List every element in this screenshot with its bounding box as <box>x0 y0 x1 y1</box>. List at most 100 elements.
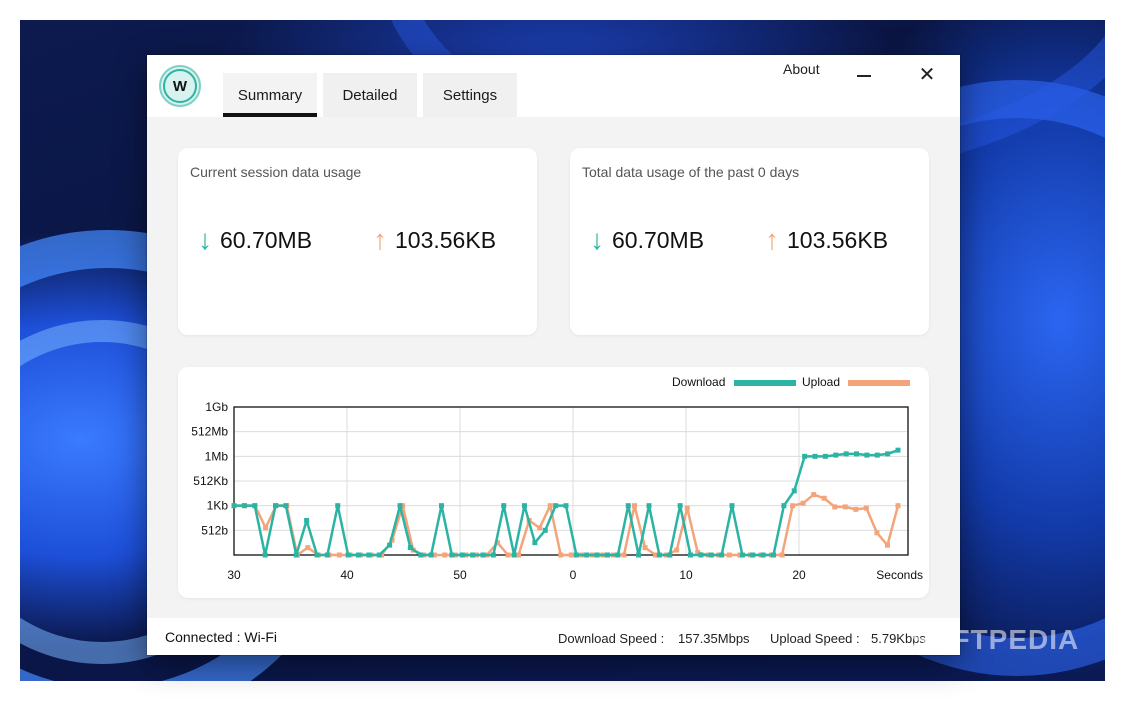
tab-settings[interactable]: Settings <box>423 73 517 117</box>
series-line-upload <box>234 493 900 557</box>
data-point-download <box>615 552 621 558</box>
data-point-download <box>698 552 704 558</box>
download-value: 60.70MB <box>220 226 313 253</box>
data-point-download <box>449 552 455 558</box>
data-point-download <box>418 552 424 558</box>
x-tick-label: 10 <box>679 568 693 582</box>
data-point-download <box>625 503 631 509</box>
data-point-download <box>791 488 797 494</box>
download-speed-value: 157.35Mbps <box>678 631 750 646</box>
data-point-upload <box>558 552 564 558</box>
connection-status: Connected : Wi-Fi <box>165 629 278 645</box>
data-point-download <box>283 503 289 509</box>
data-point-upload <box>632 503 638 509</box>
data-point-download <box>708 552 714 558</box>
data-point-download <box>781 503 787 509</box>
data-point-download <box>407 545 413 551</box>
data-point-upload <box>832 504 838 510</box>
x-tick-label: 50 <box>453 568 467 582</box>
data-point-download <box>293 552 299 558</box>
data-point-upload <box>884 542 890 548</box>
data-point-upload <box>263 525 269 531</box>
data-point-download <box>729 503 735 509</box>
data-point-upload <box>336 552 342 558</box>
data-point-upload <box>653 552 659 558</box>
data-point-download <box>667 552 673 558</box>
data-point-download <box>677 503 683 509</box>
upload-value: 103.56KB <box>395 226 497 253</box>
download-total: ↓ 60.70MB <box>590 226 704 254</box>
data-point-download <box>688 552 693 558</box>
legend-upload-label: Upload <box>802 375 841 389</box>
title-bar: W Summary Detailed Settings About ✕ <box>147 55 960 117</box>
data-point-download <box>584 552 590 558</box>
data-point-upload <box>400 503 406 509</box>
upload-speed-value: 5.79Kbps <box>871 631 926 646</box>
data-point-download <box>553 503 559 509</box>
data-point-download <box>356 552 361 558</box>
total-usage-card: Total data usage of the past 0 days ↓ 60… <box>570 148 929 335</box>
data-point-download <box>594 552 600 558</box>
data-point-download <box>771 552 776 558</box>
data-point-download <box>314 552 320 558</box>
data-point-upload <box>684 505 690 511</box>
about-button[interactable]: About <box>783 61 820 77</box>
data-point-upload <box>790 503 796 509</box>
data-point-download <box>376 552 382 558</box>
data-point-upload <box>621 552 627 558</box>
tab-summary[interactable]: Summary <box>223 73 317 117</box>
data-point-download <box>874 452 880 458</box>
data-point-upload <box>895 503 901 509</box>
data-point-upload <box>811 492 817 498</box>
data-point-download <box>542 527 548 533</box>
data-point-download <box>480 552 486 558</box>
data-point-download <box>439 503 444 509</box>
data-point-download <box>459 552 465 558</box>
close-icon[interactable]: ✕ <box>918 64 936 86</box>
data-point-download <box>532 540 538 546</box>
usage-chart-card: Download Upload 30 40 50 0 10 20 Seconds 512b 1K… <box>178 367 929 598</box>
app-window: W Summary Detailed Settings About ✕ Curr… <box>147 55 960 655</box>
data-point-download <box>511 552 517 558</box>
card-title: Current session data usage <box>190 164 362 180</box>
download-total: ↓ 60.70MB <box>198 226 312 254</box>
data-point-download <box>397 503 403 509</box>
data-point-download <box>885 451 891 457</box>
data-point-download <box>646 503 652 509</box>
data-point-download <box>304 517 310 523</box>
x-tick-label: 20 <box>792 568 806 582</box>
data-point-download <box>573 552 579 558</box>
upload-total: ↑ 103.56KB <box>765 226 888 254</box>
data-point-download <box>387 542 393 548</box>
data-point-upload <box>516 552 522 558</box>
upload-value: 103.56KB <box>787 226 889 253</box>
upload-speed-label: Upload Speed : <box>770 631 860 646</box>
data-point-download <box>470 552 476 558</box>
download-speed-label: Download Speed : <box>558 631 665 646</box>
y-tick-label: 1Kb <box>207 499 229 513</box>
data-point-download <box>739 552 745 558</box>
data-point-upload <box>726 552 732 558</box>
data-point-download <box>563 503 569 509</box>
data-point-upload <box>547 503 553 509</box>
data-point-download <box>802 453 808 459</box>
legend-download-swatch <box>734 380 796 386</box>
data-point-download <box>262 552 268 558</box>
legend-upload-swatch <box>848 380 910 386</box>
data-point-upload <box>695 550 701 556</box>
y-tick-label: 512b <box>201 523 228 537</box>
data-point-download <box>241 503 247 509</box>
data-point-upload <box>305 545 311 551</box>
x-axis-label: Seconds <box>876 568 923 582</box>
data-point-download <box>335 503 341 509</box>
data-point-upload <box>505 552 511 558</box>
data-point-download <box>366 552 372 558</box>
data-point-download <box>490 552 496 558</box>
download-value: 60.70MB <box>612 226 705 253</box>
app-logo-icon: W <box>159 65 201 107</box>
data-point-download <box>854 451 859 457</box>
y-tick-label: 512Kb <box>193 474 228 488</box>
tab-detailed[interactable]: Detailed <box>323 73 417 117</box>
data-point-download <box>656 552 662 558</box>
minimize-icon[interactable] <box>857 75 871 77</box>
